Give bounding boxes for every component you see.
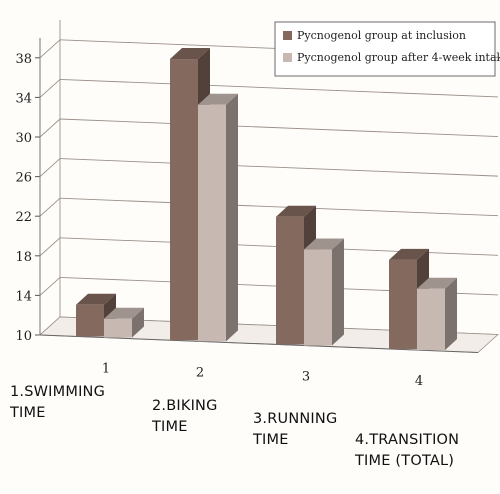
legend-label: Pycnogenol group after 4-week intake	[297, 51, 500, 64]
bar-after-intake-2-side	[226, 93, 238, 342]
category-label-3-line-2: TIME	[253, 432, 289, 448]
category-label-1-line-1: 1.SWIMMING	[10, 384, 106, 400]
category-label-3: 3.RUNNING TIME	[253, 409, 337, 451]
gridline-side	[39, 118, 61, 138]
gridline-side	[39, 39, 61, 59]
back-wall	[60, 20, 498, 335]
category-label-4-line-2: TIME (TOTAL)	[355, 453, 455, 469]
bar-after-intake-1-top	[104, 307, 144, 319]
bar-after-intake-2-top	[198, 93, 238, 105]
y-tick-label: 10	[15, 329, 32, 344]
bar-inclusion-1	[76, 304, 104, 337]
y-tick-label: 38	[15, 52, 32, 67]
bar-after-intake-3-side	[332, 238, 344, 346]
bar-after-intake-2	[198, 104, 226, 342]
y-tick-label: 26	[15, 171, 32, 186]
gridline-side	[39, 158, 61, 177]
y-tick-label: 34	[15, 91, 32, 106]
bar-inclusion-4-top	[389, 248, 429, 260]
bar-after-intake-4	[417, 288, 445, 351]
category-label-3-line-1: 3.RUNNING	[253, 411, 338, 427]
x-tick-label: 4	[415, 374, 423, 389]
category-label-4-line-1: 4.TRANSITION	[355, 432, 460, 448]
x-tick-label: 1	[102, 362, 110, 377]
bar-inclusion-3-top	[276, 205, 316, 217]
legend-swatch	[283, 53, 292, 62]
category-label-1: 1.SWIMMING TIME	[10, 382, 105, 424]
category-label-1-line-2: TIME	[10, 405, 46, 421]
legend-swatch	[283, 31, 292, 40]
category-label-2-line-2: TIME	[152, 419, 188, 435]
x-tick-label: 2	[196, 365, 204, 380]
gridline	[59, 158, 499, 177]
y-tick-label: 14	[15, 289, 32, 304]
y-tick-label: 30	[15, 131, 32, 146]
category-label-4: 4.TRANSITION TIME (TOTAL)	[355, 430, 459, 472]
bar-after-intake-3-top	[304, 238, 344, 250]
gridline	[59, 118, 499, 137]
bar-inclusion-4	[389, 259, 417, 349]
x-tick-label: 3	[302, 370, 310, 385]
y-tick-label: 18	[15, 250, 32, 265]
bar-inclusion-1-top	[76, 293, 116, 305]
gridline-side	[39, 197, 61, 217]
bar-after-intake-4-top	[417, 277, 457, 289]
y-tick-label: 22	[15, 210, 32, 225]
gridline-side	[39, 79, 61, 98]
category-label-2-line-1: 2.BIKING	[152, 398, 218, 414]
gridline	[59, 197, 499, 217]
bar-after-intake-3	[304, 249, 332, 346]
bar-inclusion-2	[170, 59, 198, 341]
gridline-side	[39, 277, 61, 296]
category-label-2: 2.BIKING TIME	[152, 396, 218, 438]
bar-after-intake-1-side	[132, 307, 144, 338]
bar-after-intake-4-side	[445, 277, 457, 351]
bar-inclusion-3	[276, 216, 304, 345]
gridline	[59, 78, 499, 98]
gridline-side	[39, 237, 61, 257]
bar-after-intake-1	[104, 318, 132, 338]
bar-inclusion-2-top	[170, 48, 210, 60]
x-axis-line	[39, 334, 479, 354]
legend-label: Pycnogenol group at inclusion	[297, 29, 466, 42]
legend-box	[274, 21, 496, 77]
